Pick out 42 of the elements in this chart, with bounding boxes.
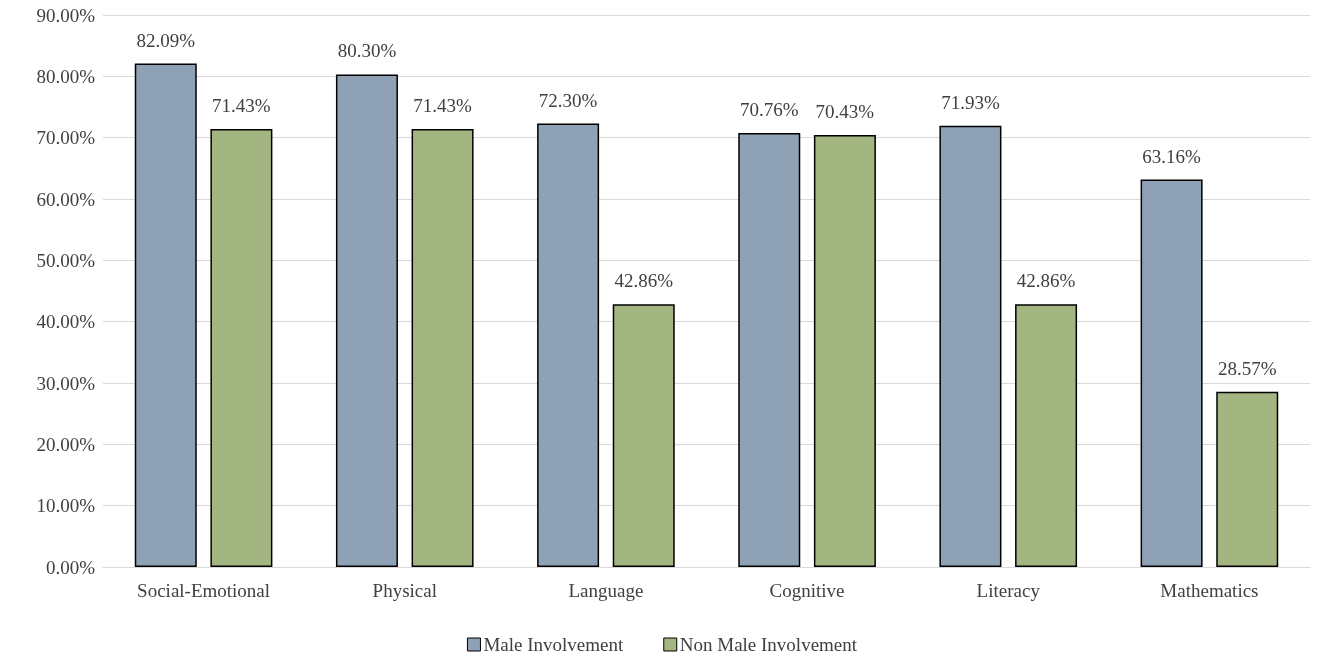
data-label: 71.43% bbox=[413, 94, 473, 116]
x-tick-label: Physical bbox=[372, 580, 437, 601]
y-tick-label: 10.00% bbox=[36, 495, 96, 517]
data-label: 63.16% bbox=[1142, 145, 1202, 167]
bar bbox=[335, 74, 398, 567]
data-label: 42.86% bbox=[1016, 270, 1076, 292]
y-tick-label: 90.00% bbox=[36, 4, 96, 26]
x-tick-label: Language bbox=[568, 580, 644, 601]
data-label: 42.86% bbox=[614, 270, 674, 292]
y-tick-label: 70.00% bbox=[36, 127, 96, 149]
bar bbox=[813, 135, 876, 567]
x-tick-label: Literacy bbox=[976, 580, 1041, 601]
bar bbox=[738, 133, 801, 567]
y-tick-label: 40.00% bbox=[36, 311, 96, 333]
x-tick-label: Social-Emotional bbox=[137, 580, 271, 601]
bar bbox=[1216, 391, 1279, 567]
bar bbox=[537, 123, 600, 567]
legend-label: Non Male Involvement bbox=[679, 634, 858, 655]
y-tick-label: 50.00% bbox=[36, 249, 96, 271]
data-label: 70.43% bbox=[815, 101, 875, 123]
y-tick-label: 60.00% bbox=[36, 188, 96, 210]
y-tick-label: 0.00% bbox=[45, 556, 96, 578]
data-label: 80.30% bbox=[337, 40, 397, 62]
y-tick-label: 80.00% bbox=[36, 65, 96, 87]
x-tick-label: Cognitive bbox=[769, 580, 845, 601]
bar bbox=[939, 125, 1002, 567]
bar bbox=[411, 128, 474, 567]
data-label: 71.93% bbox=[941, 91, 1000, 113]
data-label: 82.09% bbox=[136, 29, 196, 51]
data-label: 70.76% bbox=[739, 99, 799, 121]
x-tick-label: Mathematics bbox=[1160, 580, 1259, 601]
y-tick-label: 20.00% bbox=[36, 433, 96, 455]
bar bbox=[1015, 304, 1078, 567]
data-label: 71.43% bbox=[212, 94, 271, 116]
bar bbox=[134, 63, 197, 567]
bar bbox=[612, 304, 675, 567]
legend-label: Male Involvement bbox=[483, 634, 624, 655]
y-tick-label: 30.00% bbox=[36, 372, 96, 394]
data-label: 28.57% bbox=[1217, 357, 1277, 379]
bar bbox=[210, 128, 273, 567]
bar bbox=[1140, 179, 1203, 567]
data-label: 72.30% bbox=[538, 89, 598, 111]
